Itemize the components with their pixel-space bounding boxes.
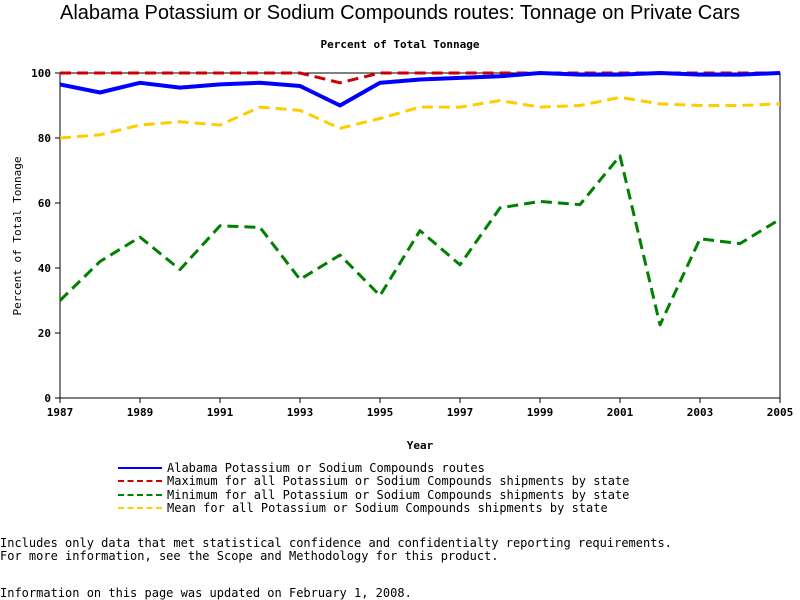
- y-tick-label: 60: [38, 197, 51, 210]
- x-tick-label: 1995: [367, 406, 394, 419]
- x-tick-label: 1997: [447, 406, 474, 419]
- legend-label-minimum: Minimum for all Potassium or Sodium Comp…: [167, 487, 630, 502]
- series-line-minimum: [58, 154, 781, 327]
- confidence-note: Includes only data that met statistical …: [0, 536, 672, 550]
- legend-label-mean: Mean for all Potassium or Sodium Compoun…: [167, 501, 608, 516]
- updated-note: Information on this page was updated on …: [0, 586, 412, 600]
- y-tick-label: 100: [31, 67, 51, 80]
- y-tick-label: 40: [38, 262, 51, 275]
- legend-item: Minimum for all Potassium or Sodium Comp…: [118, 488, 629, 502]
- y-tick-label: 80: [38, 132, 51, 145]
- x-tick-label: 1999: [527, 406, 554, 419]
- x-tick-label: 2003: [687, 406, 714, 419]
- x-tick-label: 1989: [127, 406, 154, 419]
- legend-item: Maximum for all Potassium or Sodium Comp…: [118, 474, 630, 489]
- x-tick-label: 1991: [207, 406, 234, 419]
- y-tick-label: 20: [38, 327, 51, 340]
- x-tick-label: 2005: [767, 406, 794, 419]
- legend-item: Alabama Potassium or Sodium Compounds ro…: [118, 461, 629, 475]
- y-axis-title: Percent of Total Tonnage: [11, 157, 24, 316]
- legend-swatch-minimum: [118, 493, 162, 496]
- series-line-alabama: [59, 71, 781, 108]
- legend-swatch-mean: [118, 507, 162, 510]
- legend-item: Mean for all Potassium or Sodium Compoun…: [118, 501, 629, 516]
- chart-legend: Alabama Potassium or Sodium Compounds ro…: [118, 461, 629, 515]
- legend-label-alabama: Alabama Potassium or Sodium Compounds ro…: [167, 460, 485, 475]
- legend-swatch-alabama: [118, 466, 162, 469]
- x-tick-label: 2001: [607, 406, 634, 419]
- chart-title: Alabama Potassium or Sodium Compounds ro…: [60, 2, 740, 24]
- methodology-note: For more information, see the Scope and …: [0, 549, 499, 563]
- chart-subtitle: Percent of Total Tonnage: [320, 38, 480, 51]
- x-axis-title: Year: [407, 439, 434, 452]
- legend-swatch-maximum: [118, 480, 162, 483]
- legend-label-maximum: Maximum for all Potassium or Sodium Comp…: [167, 474, 630, 489]
- x-tick-label: 1993: [287, 406, 314, 419]
- x-tick-label: 1987: [47, 406, 74, 419]
- series-line-mean: [59, 95, 781, 140]
- y-tick-label: 0: [44, 392, 51, 405]
- line-chart: 1987 1989 1991 1993 1995 1997 1999 2001 2003 2005…: [11, 67, 794, 452]
